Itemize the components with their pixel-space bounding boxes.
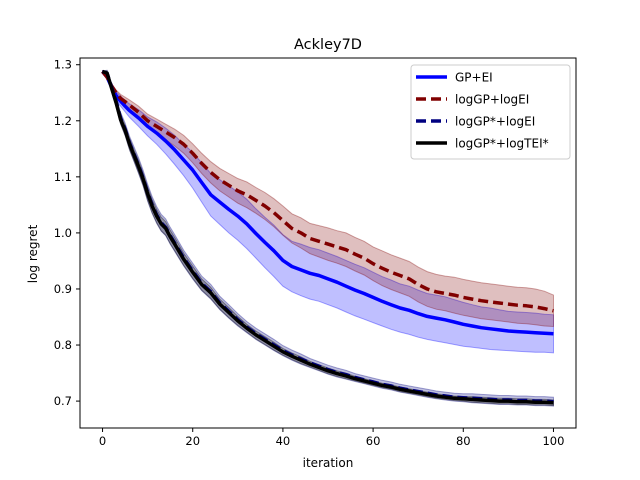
y-tick-label: 1.1 — [54, 170, 72, 184]
y-tick-label: 1.0 — [54, 226, 72, 240]
y-tick-label: 0.9 — [54, 282, 72, 296]
series-line-loggp-logtei — [101, 69, 554, 405]
y-tick-label: 0.7 — [54, 394, 72, 408]
series-lines — [101, 69, 554, 405]
y-axis: 0.7 0.8 0.9 1.0 1.1 1.2 1.3 — [54, 58, 80, 408]
confidence-bands — [102, 69, 554, 407]
x-tick-label: 100 — [542, 434, 564, 448]
x-tick-label: 80 — [456, 434, 471, 448]
plot-area-frame — [79, 57, 577, 429]
x-axis: 0 20 40 60 80 100 — [99, 428, 564, 448]
y-tick-label: 1.3 — [54, 58, 72, 72]
x-tick-label: 20 — [185, 434, 200, 448]
x-tick-label: 60 — [366, 434, 381, 448]
x-tick-label: 40 — [276, 434, 291, 448]
chart-title: Ackley7D — [294, 37, 362, 53]
band-loggp-logtei — [102, 70, 554, 407]
y-axis-label: log regret — [26, 224, 40, 283]
x-axis-label: iteration — [303, 456, 354, 470]
series-line-loggp-logei — [101, 70, 554, 313]
band-loggp-logei — [102, 69, 554, 328]
x-tick-label: 0 — [99, 434, 106, 448]
legend: GP+EI logGP+logEI logGP*+logEI logGP*+logTE… — [410, 64, 571, 160]
band-loggp-logei — [102, 69, 554, 407]
legend-label-loggp-logei: logGP+logEI — [455, 93, 529, 107]
legend-box — [410, 64, 571, 160]
y-tick-label: 1.2 — [54, 114, 72, 128]
y-tick-label: 0.8 — [54, 338, 72, 352]
legend-label-loggp-logei: logGP*+logEI — [455, 115, 535, 129]
legend-label-gp-ei: GP+EI — [455, 71, 493, 85]
legend-label-loggp-logtei: logGP*+logTEI* — [455, 137, 549, 151]
series-line-gp-ei — [101, 70, 554, 336]
